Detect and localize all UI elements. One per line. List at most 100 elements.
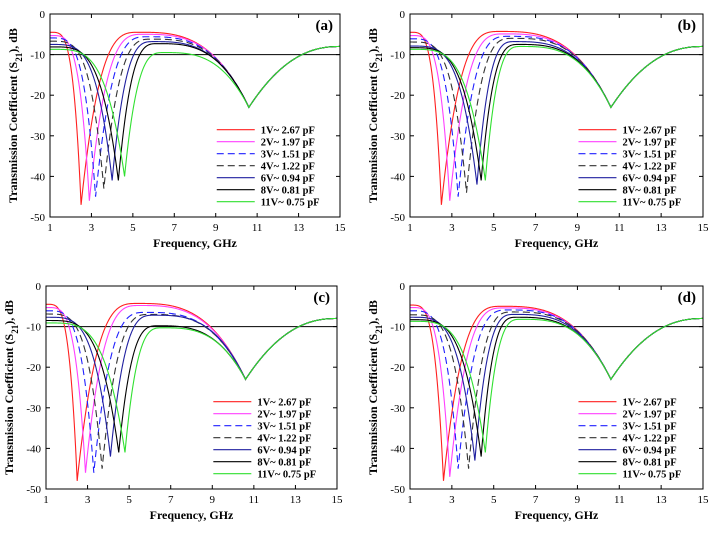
y-tick-label: -40 (390, 171, 405, 183)
legend-entry: 11V~ 0.75 pF (622, 198, 681, 209)
x-tick-label: 5 (126, 494, 132, 506)
y-tick-label: -20 (390, 362, 405, 374)
y-tick-label: 0 (400, 9, 406, 21)
legend-entry: 2V~ 1.97 pF (622, 410, 676, 421)
plot-frame (45, 285, 338, 490)
x-tick-label: 11 (252, 222, 263, 234)
x-tick-label: 1 (43, 494, 49, 506)
legend-entry: 4V~ 1.22 pF (622, 434, 676, 445)
y-tick-label: -10 (390, 322, 405, 334)
panel-label: (b) (678, 18, 696, 34)
legend-entry: 8V~ 0.81 pF (261, 186, 315, 197)
x-tick-label: 1 (407, 222, 413, 234)
x-tick-label: 15 (332, 494, 344, 506)
x-axis-label: Frequency, GHz (515, 508, 599, 522)
y-tick-label: -40 (30, 171, 45, 183)
y-tick-label: -20 (26, 362, 41, 374)
legend-entry: 1V~ 2.67 pF (622, 126, 676, 137)
x-tick-label: 5 (491, 222, 497, 234)
x-tick-label: 11 (249, 494, 260, 506)
x-tick-label: 7 (168, 494, 174, 506)
plot-frame (409, 13, 704, 218)
y-axis-label: Transmission Coefficient (S21), dB (6, 28, 24, 203)
legend-entry: 1V~ 2.67 pF (622, 398, 676, 409)
series-line-7 (410, 317, 703, 453)
legend-entry: 4V~ 1.22 pF (261, 162, 315, 173)
series-line-7 (410, 45, 703, 181)
x-tick-label: 3 (89, 222, 95, 234)
y-tick-label: -20 (30, 90, 45, 102)
panel-label: (c) (313, 290, 330, 306)
y-tick-label: -50 (390, 212, 405, 224)
plot-frame (409, 285, 704, 490)
legend-entry: 3V~ 1.51 pF (622, 422, 676, 433)
x-tick-label: 3 (449, 494, 455, 506)
y-tick-label: -30 (390, 403, 405, 415)
x-tick-label: 5 (491, 494, 497, 506)
y-tick-label: -30 (26, 403, 41, 415)
legend-entry: 3V~ 1.51 pF (622, 150, 676, 161)
x-tick-label: 15 (335, 222, 347, 234)
panel-label: (a) (316, 18, 334, 34)
x-tick-label: 11 (614, 222, 625, 234)
series-line-7 (50, 45, 340, 177)
x-tick-label: 3 (449, 222, 455, 234)
x-tick-label: 15 (698, 222, 710, 234)
legend-entry: 11V~ 0.75 pF (257, 470, 316, 481)
x-tick-label: 3 (85, 494, 91, 506)
y-tick-label: -30 (30, 131, 45, 143)
x-tick-label: 13 (293, 222, 305, 234)
y-tick-label: -50 (30, 212, 45, 224)
x-tick-label: 13 (656, 494, 668, 506)
legend-entry: 8V~ 0.81 pF (257, 458, 311, 469)
x-axis-label: Frequency, GHz (150, 508, 234, 522)
x-tick-label: 13 (656, 222, 668, 234)
x-axis-label: Frequency, GHz (515, 236, 599, 250)
x-tick-label: 7 (533, 494, 539, 506)
legend-entry: 11V~ 0.75 pF (622, 470, 681, 481)
legend-entry: 8V~ 0.81 pF (622, 458, 676, 469)
legend-entry: 6V~ 0.94 pF (622, 174, 676, 185)
y-tick-label: -50 (390, 484, 405, 496)
legend-entry: 6V~ 0.94 pF (622, 446, 676, 457)
x-tick-label: 5 (130, 222, 136, 234)
y-axis-label: Transmission Coefficient (S21), dB (366, 300, 384, 475)
y-tick-label: -50 (26, 484, 41, 496)
x-tick-label: 1 (407, 494, 413, 506)
x-tick-label: 9 (575, 222, 581, 234)
legend-entry: 11V~ 0.75 pF (261, 198, 320, 209)
legend-entry: 8V~ 0.81 pF (622, 186, 676, 197)
y-tick-label: -10 (390, 50, 405, 62)
x-tick-label: 9 (213, 222, 219, 234)
y-tick-label: -30 (390, 131, 405, 143)
y-tick-label: 0 (36, 281, 42, 293)
x-tick-label: 13 (290, 494, 302, 506)
x-tick-label: 7 (533, 222, 539, 234)
x-tick-label: 15 (698, 494, 710, 506)
legend-entry: 2V~ 1.97 pF (257, 410, 311, 421)
legend-entry: 4V~ 1.22 pF (622, 162, 676, 173)
x-tick-label: 11 (614, 494, 625, 506)
y-tick-label: -10 (30, 50, 45, 62)
y-tick-label: -40 (390, 443, 405, 455)
x-tick-label: 9 (575, 494, 581, 506)
y-tick-label: 0 (400, 281, 406, 293)
y-tick-label: -10 (26, 322, 41, 334)
legend-entry: 2V~ 1.97 pF (622, 138, 676, 149)
x-tick-label: 9 (210, 494, 216, 506)
panel-label: (d) (678, 290, 696, 306)
plot-frame (49, 13, 341, 218)
legend-entry: 4V~ 1.22 pF (257, 434, 311, 445)
x-tick-label: 7 (172, 222, 178, 234)
legend-entry: 1V~ 2.67 pF (257, 398, 311, 409)
y-tick-label: -20 (390, 90, 405, 102)
legend-entry: 2V~ 1.97 pF (261, 138, 315, 149)
y-tick-label: -40 (26, 443, 41, 455)
legend-entry: 1V~ 2.67 pF (261, 126, 315, 137)
